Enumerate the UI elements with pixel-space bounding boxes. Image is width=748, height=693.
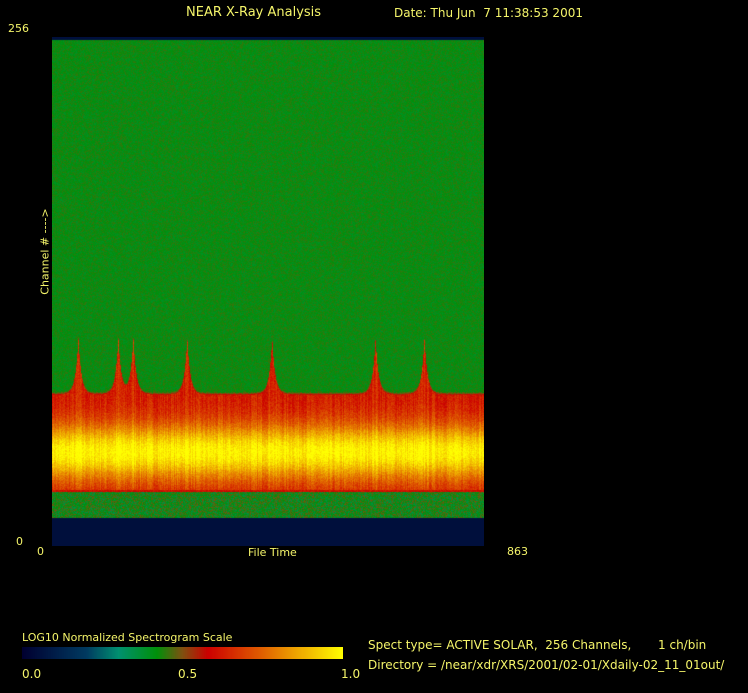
- spectrogram-heatmap: [52, 37, 484, 546]
- y-axis-label: Channel # ---->: [38, 208, 52, 295]
- colorbar: [22, 647, 343, 659]
- x-tick-min: 0: [37, 545, 44, 558]
- y-tick-max: 256: [8, 22, 29, 35]
- spect-type-label: Spect type= ACTIVE SOLAR, 256 Channels, …: [368, 638, 707, 652]
- colorbar-tick-1: 1.0: [341, 667, 361, 681]
- colorbar-tick-05: 0.5: [178, 667, 198, 681]
- directory-label: Directory = /near/xdr/XRS/2001/02-01/Xda…: [368, 658, 725, 672]
- colorbar-title: LOG10 Normalized Spectrogram Scale: [22, 631, 233, 644]
- x-axis-label: File Time: [248, 546, 297, 559]
- colorbar-tick-0: 0.0: [22, 667, 42, 681]
- chart-title: NEAR X-Ray Analysis: [186, 5, 322, 20]
- date-label: Date: Thu Jun 7 11:38:53 2001: [394, 6, 583, 20]
- y-tick-min: 0: [16, 535, 23, 548]
- x-tick-max: 863: [507, 545, 528, 558]
